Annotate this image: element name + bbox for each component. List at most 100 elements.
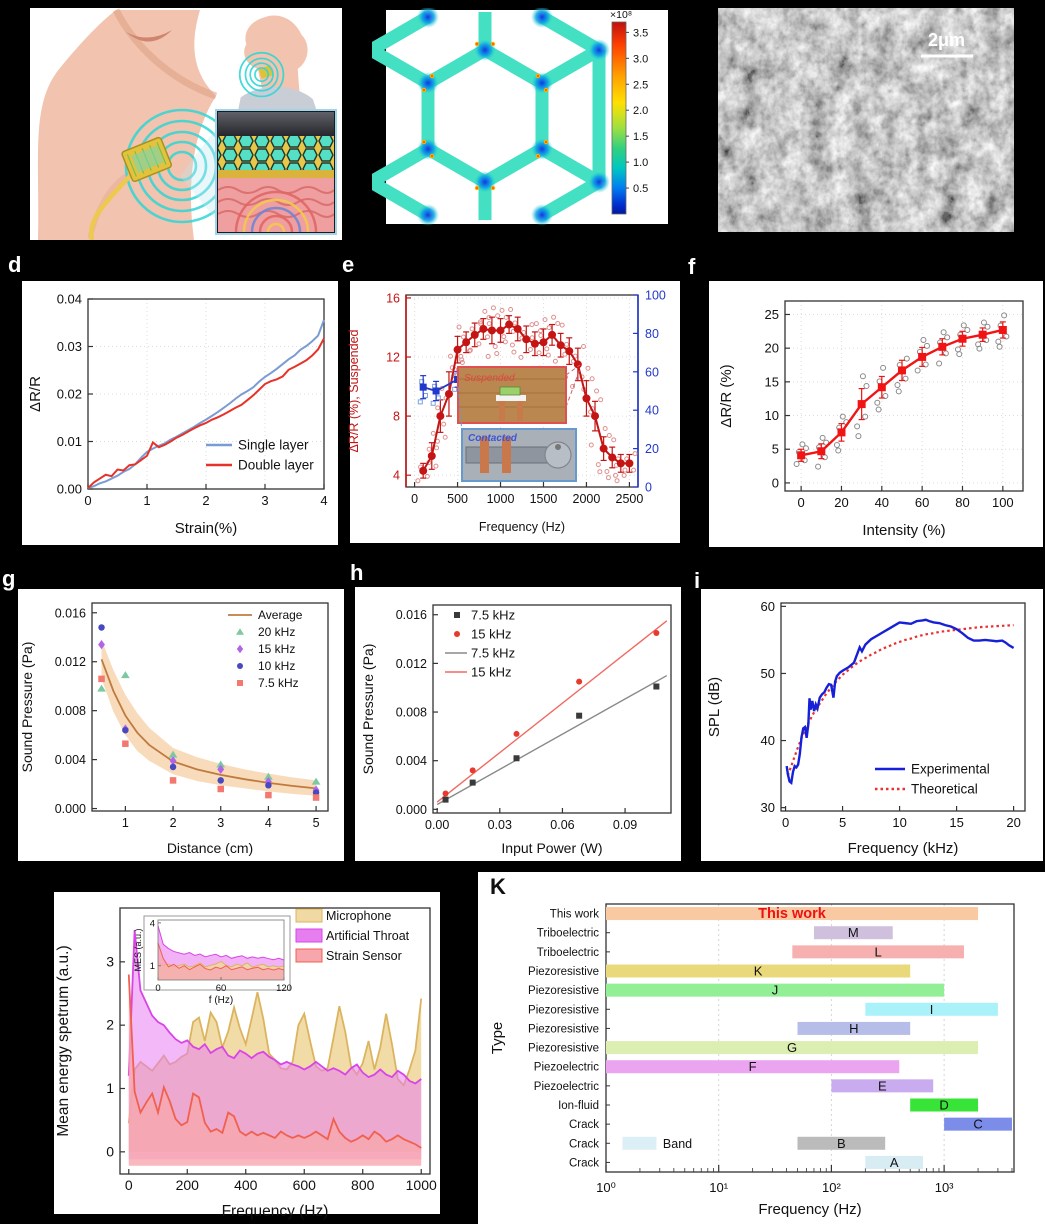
svg-text:2500: 2500 — [616, 492, 644, 506]
svg-text:ΔR/R (%): ΔR/R (%) — [718, 364, 735, 427]
svg-text:Input Power (W): Input Power (W) — [501, 840, 602, 856]
svg-text:3: 3 — [106, 953, 114, 969]
svg-text:1.5: 1.5 — [633, 131, 648, 143]
svg-text:15 kHz: 15 kHz — [258, 642, 295, 656]
svg-text:0.008: 0.008 — [396, 706, 427, 720]
panel-f-intensity-chart: 0 20 40 60 80 100 0 5 10 15 20 25 Intensity (%) ΔR/R … — [683, 255, 1045, 547]
svg-text:Theoretical: Theoretical — [911, 782, 978, 797]
svg-text:2.0: 2.0 — [633, 105, 648, 117]
average-band — [101, 639, 317, 796]
panel-k-comparison-chart: 10⁰ 10¹ 10² 10³ This work Triboelectric Triboe… — [478, 866, 1045, 1224]
svg-text:40: 40 — [875, 495, 889, 510]
svg-text:Experimental: Experimental — [911, 762, 990, 777]
svg-text:Crack: Crack — [569, 1119, 599, 1131]
svg-text:4: 4 — [265, 816, 272, 830]
svg-text:0: 0 — [125, 1177, 133, 1193]
svg-text:0.01: 0.01 — [57, 434, 82, 449]
svg-text:12: 12 — [386, 351, 400, 365]
svg-text:400: 400 — [234, 1177, 258, 1193]
average-line — [100, 658, 317, 790]
svg-text:2000: 2000 — [573, 492, 601, 506]
panel-j-spectrum-chart: 0 200 400 600 800 1000 0 1 2 3 Frequency (Hz) Mean … — [40, 872, 442, 1224]
svg-text:2: 2 — [202, 493, 209, 508]
svg-text:SPL (dB): SPL (dB) — [706, 677, 723, 737]
svg-text:3: 3 — [217, 816, 224, 830]
k-axes: 10⁰ 10¹ 10² 10³ This work Triboelectric Triboe… — [489, 903, 1015, 1218]
series-Double layer — [87, 337, 325, 489]
svg-text:100: 100 — [992, 495, 1014, 510]
svg-text:8: 8 — [393, 410, 400, 424]
svg-text:0.012: 0.012 — [396, 657, 427, 671]
theoretical-line — [786, 624, 1014, 776]
series-7.5 kHz — [98, 675, 320, 801]
svg-text:20: 20 — [645, 442, 659, 456]
svg-text:1000: 1000 — [406, 1177, 437, 1193]
svg-text:Piezoelectric: Piezoelectric — [534, 1062, 599, 1074]
inset-layer-structure — [215, 109, 337, 235]
svg-text:Triboelectric: Triboelectric — [537, 947, 599, 959]
svg-text:10²: 10² — [822, 1180, 841, 1195]
svg-text:G: G — [787, 1040, 797, 1055]
svg-text:0.04: 0.04 — [57, 292, 82, 307]
svg-text:Crack: Crack — [569, 1157, 599, 1169]
svg-text:I: I — [930, 1002, 934, 1017]
svg-text:2.5: 2.5 — [633, 79, 648, 91]
legend-j: Microphone Artificial Throat Strain Sensor — [295, 908, 410, 963]
svg-text:M: M — [848, 925, 859, 940]
svg-text:This work: This work — [550, 909, 599, 921]
zoom-cone — [180, 126, 218, 222]
svg-text:Piezoresistive: Piezoresistive — [528, 966, 599, 978]
svg-text:50: 50 — [761, 666, 775, 681]
svg-text:Triboelectric: Triboelectric — [537, 928, 599, 940]
svg-text:10¹: 10¹ — [709, 1180, 728, 1195]
legend-g: Average 20 kHz 15 kHz 10 kHz 7.5 kHz — [228, 608, 303, 690]
svg-text:1: 1 — [150, 961, 155, 972]
svg-text:Strain Sensor: Strain Sensor — [326, 949, 402, 963]
svg-text:Average: Average — [258, 608, 303, 622]
svg-text:Piezoresistive: Piezoresistive — [528, 1043, 599, 1055]
svg-text:15: 15 — [765, 374, 779, 389]
svg-text:7.5 kHz: 7.5 kHz — [258, 676, 299, 690]
svg-text:3: 3 — [261, 493, 268, 508]
svg-text:0.02: 0.02 — [57, 387, 82, 402]
svg-text:0.09: 0.09 — [613, 818, 637, 832]
svg-text:A: A — [890, 1155, 899, 1170]
svg-text:0: 0 — [645, 481, 652, 495]
svg-text:5: 5 — [839, 815, 846, 830]
inset-suspended-photo: Suspended — [457, 366, 567, 424]
svg-text:40: 40 — [761, 733, 775, 748]
panel-label-d: d — [8, 252, 22, 277]
svg-text:80: 80 — [645, 327, 659, 341]
sem-micrograph: 2μm — [718, 8, 1014, 232]
honeycomb-beams — [367, 6, 610, 226]
panel-g-distance-chart: 1 2 3 4 5 0.000 0.004 0.008 0.012 0.016 Distance (… — [0, 565, 346, 863]
svg-text:0.00: 0.00 — [425, 818, 449, 832]
legend-d: Single layer Double layer — [206, 438, 314, 473]
series-15 kHz — [442, 629, 660, 797]
svg-text:800: 800 — [351, 1177, 375, 1193]
svg-text:2: 2 — [170, 816, 177, 830]
svg-text:Distance (cm): Distance (cm) — [167, 840, 253, 856]
svg-text:40: 40 — [645, 404, 659, 418]
panel-c-sem-image: 2μm — [718, 8, 1014, 232]
svg-text:f (Hz): f (Hz) — [209, 995, 233, 1006]
chart-f: 0 20 40 60 80 100 0 5 10 15 20 25 Intensity (%) ΔR/R … — [709, 281, 1043, 547]
svg-text:1: 1 — [143, 493, 150, 508]
svg-text:Type: Type — [489, 1022, 506, 1055]
series-10 kHz — [98, 624, 320, 796]
svg-text:0.000: 0.000 — [396, 803, 427, 817]
svg-text:0.5: 0.5 — [633, 183, 648, 195]
svg-text:Frequency (Hz): Frequency (Hz) — [758, 1201, 861, 1218]
panel-label-i: i — [694, 568, 701, 593]
svg-text:0: 0 — [782, 815, 789, 830]
svg-text:20: 20 — [1006, 815, 1020, 830]
fit-15 kHz — [436, 620, 668, 803]
panel-e-frequency-chart: 0 500 1000 1500 2000 2500 4 8 12 16 Frequency (Hz)… — [338, 255, 690, 547]
panel-a-illustration — [30, 8, 342, 241]
svg-text:80: 80 — [955, 495, 969, 510]
device-wire — [89, 174, 132, 241]
svg-text:30: 30 — [761, 800, 775, 815]
